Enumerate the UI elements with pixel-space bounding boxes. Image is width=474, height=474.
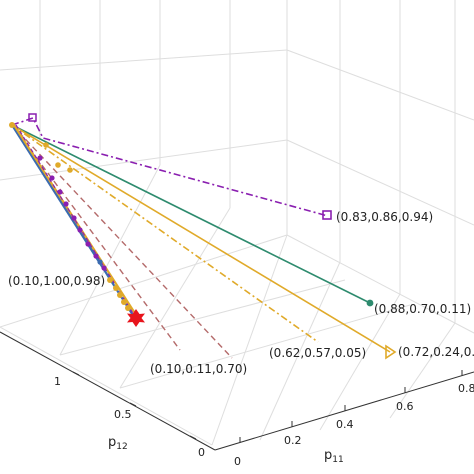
marker-gold: [107, 277, 113, 283]
grid-line: [286, 234, 474, 334]
marker-gold: [67, 167, 73, 173]
grid-line: [286, 139, 474, 226]
p11-tick-label: 0.2: [284, 434, 302, 447]
marker-gold: [117, 292, 123, 298]
end-marker-teal: [366, 299, 374, 307]
p12-tick-mark: [129, 402, 137, 407]
p12-axis-label: p12: [108, 435, 128, 452]
grid-line: [59, 164, 161, 356]
p12-tick-labels: 1 0.5 0: [54, 375, 205, 459]
grid-line: [259, 261, 341, 441]
grid-line: [0, 326, 213, 446]
point-label-gold-solid: (0.72,0.24,0.: [398, 345, 474, 359]
marker-purple: [77, 227, 83, 233]
series-bundle-purple: [15, 124, 135, 316]
grid-line: [211, 234, 288, 446]
marker-purple: [101, 265, 107, 271]
marker-purple: [71, 215, 77, 221]
axes: [0, 331, 474, 451]
marker-purple: [37, 155, 43, 161]
start-marker: [9, 122, 15, 128]
red-star-icon: [127, 309, 145, 327]
p11-tick-labels: 0 0.2 0.4 0.6 0.8: [234, 382, 474, 468]
grid-line: [389, 322, 456, 419]
marker-purple: [57, 189, 63, 195]
p11-axis-label: p11: [324, 448, 344, 465]
marker-gold: [121, 299, 127, 305]
point-labels: (0.83,0.86,0.94) (0.10,1.00,0.98) (0.88,…: [8, 210, 474, 376]
marker-gold: [43, 142, 49, 148]
grid-line: [119, 207, 231, 389]
grid-line: [286, 49, 474, 121]
p12-tick-mark: [189, 435, 197, 440]
marker-purple: [49, 175, 55, 181]
p12-tick-label: 0.5: [114, 408, 132, 421]
point-label-teal: (0.88,0.70,0.11): [374, 302, 471, 316]
grid: [0, 0, 474, 446]
point-label-purple: (0.83,0.86,0.94): [336, 210, 433, 224]
start-square-marker: [28, 113, 37, 122]
marker-gold: [55, 162, 61, 168]
grid-line: [319, 293, 401, 431]
grid-line: [59, 279, 346, 356]
point-label-gold-dashdot: (0.62,0.57,0.05): [269, 346, 366, 360]
p12-tick-label: 0: [198, 446, 205, 459]
p12-tick-label: 1: [54, 375, 61, 388]
marker-purple: [85, 241, 91, 247]
series-gold-solid: [11, 124, 391, 353]
grid-line: [0, 49, 288, 71]
point-label-blue: (0.10,1.00,0.98): [8, 274, 105, 288]
series-red-dashed-a: [11, 124, 233, 359]
p11-tick-label: 0.6: [396, 400, 414, 413]
end-marker-blue: [97, 259, 103, 265]
p11-tick-label: 0.8: [458, 382, 474, 395]
marker-gold: [125, 305, 131, 311]
grid-line: [0, 234, 288, 328]
p12-axis-line: [0, 331, 216, 451]
p12-tick-mark: [72, 371, 80, 376]
series-bundle-blue: [11, 124, 137, 321]
marker-purple: [63, 201, 69, 207]
series-gold-dashdot: [11, 124, 319, 343]
p11-tick-label: 0.4: [336, 418, 354, 431]
point-label-red-dashed: (0.10,0.11,0.70): [150, 362, 247, 376]
series-purple-dashdot: [11, 117, 329, 217]
grid-line: [119, 304, 411, 389]
marker-purple: [93, 253, 99, 259]
series-red-dashed-b: [11, 124, 181, 351]
marker-gold: [113, 285, 119, 291]
end-marker-gold-triangle: [385, 344, 397, 360]
end-marker-purple: [322, 210, 332, 220]
p11-tick-label: 0: [234, 455, 241, 468]
bundle-markers: [37, 142, 131, 311]
series-teal-solid: [11, 124, 371, 304]
series-lines: [11, 117, 391, 359]
